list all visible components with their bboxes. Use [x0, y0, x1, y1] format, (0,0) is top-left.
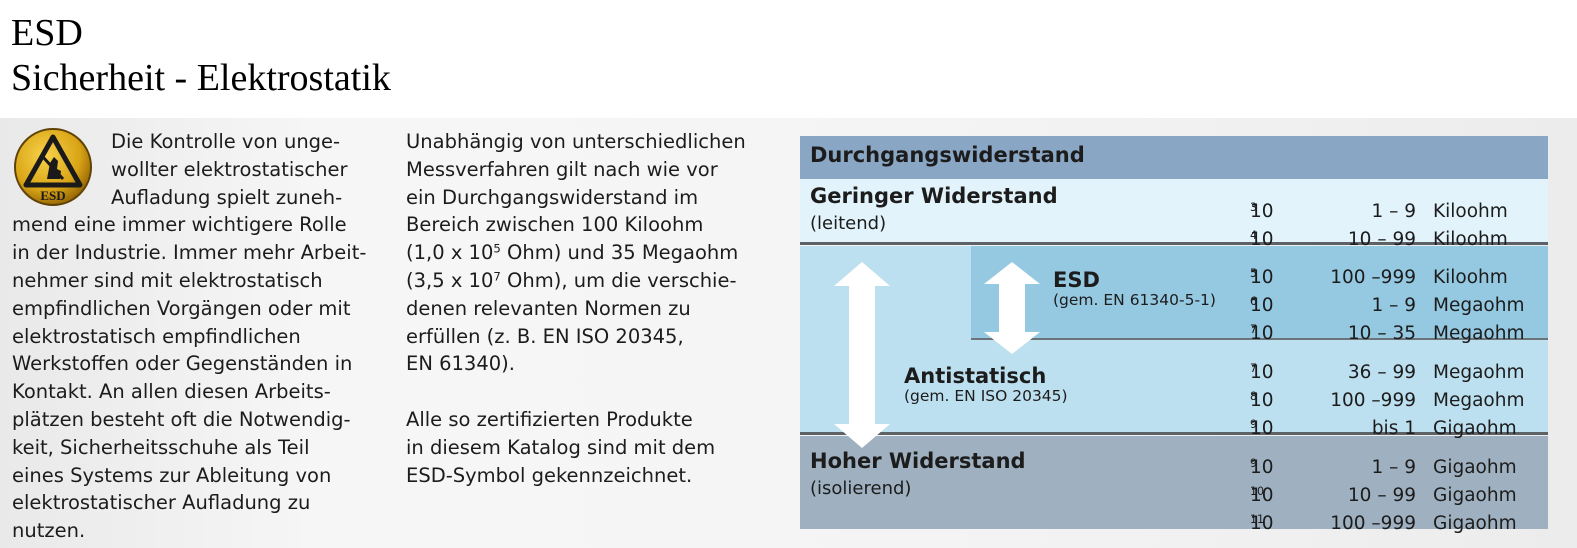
divider: [971, 338, 1548, 340]
high-resistance-label: Hoher Widerstand: [810, 449, 1026, 473]
text-line: in der Industrie. Immer mehr Arbeit-: [12, 241, 367, 265]
high-resistance-band: [800, 436, 1548, 529]
text-line: denen relevanten Normen zu: [406, 296, 691, 320]
text-line: (1,0 x 105 Ohm) und 35 Megaohm: [406, 241, 739, 265]
antistatic-label: Antistatisch: [904, 364, 1047, 388]
text-line: empfindlichen Vorgängen oder mit: [12, 296, 351, 320]
table-row: 10 9 1 – 9 Gigaohm: [1250, 456, 1517, 478]
table-row: 10 11 100 –999 Gigaohm: [1250, 512, 1517, 534]
text-line: elektrostatischer Aufladung zu: [12, 491, 311, 515]
text-line: mend eine immer wichtigere Rolle: [12, 213, 347, 237]
text-line: Messverfahren gilt nach wie vor: [406, 157, 718, 181]
svg-text:ESD: ESD: [40, 188, 65, 203]
text-line: Alle so zertifizierten Produkte: [406, 407, 693, 431]
esd-double-arrow-icon: [984, 262, 1040, 354]
text-line: EN 61340).: [406, 352, 515, 376]
table-header: [800, 136, 1548, 179]
table-row: 10 4 10 – 99 Kiloohm: [1250, 228, 1508, 250]
range-double-arrow-icon: [834, 262, 890, 448]
text-line: ein Durchgangswiderstand im: [406, 185, 699, 209]
low-resistance-band: [800, 179, 1548, 242]
text-line: plätzen besteht oft die Notwendig-: [12, 407, 351, 431]
intro-text: Die Kontrolle von unge- wollter elektros…: [12, 128, 366, 545]
text-line: Unabhängig von unterschiedlichen: [406, 130, 746, 153]
table-row: 10 3 1 – 9 Kiloohm: [1250, 200, 1508, 222]
text-line: in diesem Katalog sind mit dem: [406, 435, 716, 459]
divider: [800, 432, 1548, 435]
table-row: 10 5 100 –999 Kiloohm: [1250, 266, 1508, 288]
text-line: erfüllen (z. B. EN ISO 20345,: [406, 324, 684, 348]
content-area: ESD Die Kontrolle von unge- wollter elek…: [0, 118, 1577, 548]
table-row: 10 7 10 – 35 Megaohm: [1250, 322, 1525, 344]
text-line: eines Systems zur Ableitung von: [12, 463, 332, 487]
text-line: wollter elektrostatischer: [111, 157, 348, 181]
table-row: 10 8 100 –999 Megaohm: [1250, 389, 1525, 411]
esd-band: [971, 246, 1548, 338]
measurement-text: Unabhängig von unterschiedlichen Messver…: [406, 128, 746, 489]
text-line: Kontakt. An allen diesen Arbeits-: [12, 380, 331, 404]
esd-label: ESD: [1053, 268, 1100, 292]
low-resistance-label: Geringer Widerstand: [810, 184, 1058, 208]
text-line: elektrostatisch empfindlichen: [12, 324, 301, 348]
esd-sub: (gem. EN 61340-5-1): [1053, 291, 1216, 309]
text-line: nehmer sind mit elektrostatisch: [12, 268, 323, 292]
text-line: Bereich zwischen 100 Kiloohm: [406, 213, 704, 237]
text-line: (3,5 x 107 Ohm), um die verschie-: [406, 268, 737, 292]
table-row: 10 6 1 – 9 Megaohm: [1250, 294, 1525, 316]
page-subtitle: Sicherheit - Elektrostatik: [11, 57, 391, 99]
low-resistance-sub: (leitend): [810, 213, 887, 234]
text-line: Aufladung spielt zuneh-: [111, 185, 343, 209]
text-line: ESD-Symbol gekennzeichnet.: [406, 463, 693, 487]
page-title: ESD: [11, 12, 83, 54]
table-row: 10 9 bis 1 Gigaohm: [1250, 417, 1517, 439]
table-row: 10 10 10 – 99 Gigaohm: [1250, 484, 1517, 506]
table-row: 10 7 36 – 99 Megaohm: [1250, 361, 1525, 383]
page-header: ESD Sicherheit - Elektrostatik: [0, 0, 1577, 118]
text-line: Werkstoffen oder Gegenständen in: [12, 352, 353, 376]
esd-warning-icon: ESD: [14, 128, 92, 206]
text-line: keit, Sicherheitsschuhe als Teil: [12, 435, 310, 459]
text-line: nutzen.: [12, 519, 86, 543]
table-title: Durchgangswiderstand: [810, 143, 1085, 167]
text-line: Die Kontrolle von unge-: [111, 130, 341, 153]
antistatic-sub: (gem. EN ISO 20345): [904, 387, 1068, 405]
blank-line: [406, 378, 746, 406]
divider: [800, 242, 1548, 245]
resistance-table: Durchgangswiderstand Geringer Widerstand…: [800, 136, 1548, 534]
high-resistance-sub: (isolierend): [810, 478, 912, 499]
